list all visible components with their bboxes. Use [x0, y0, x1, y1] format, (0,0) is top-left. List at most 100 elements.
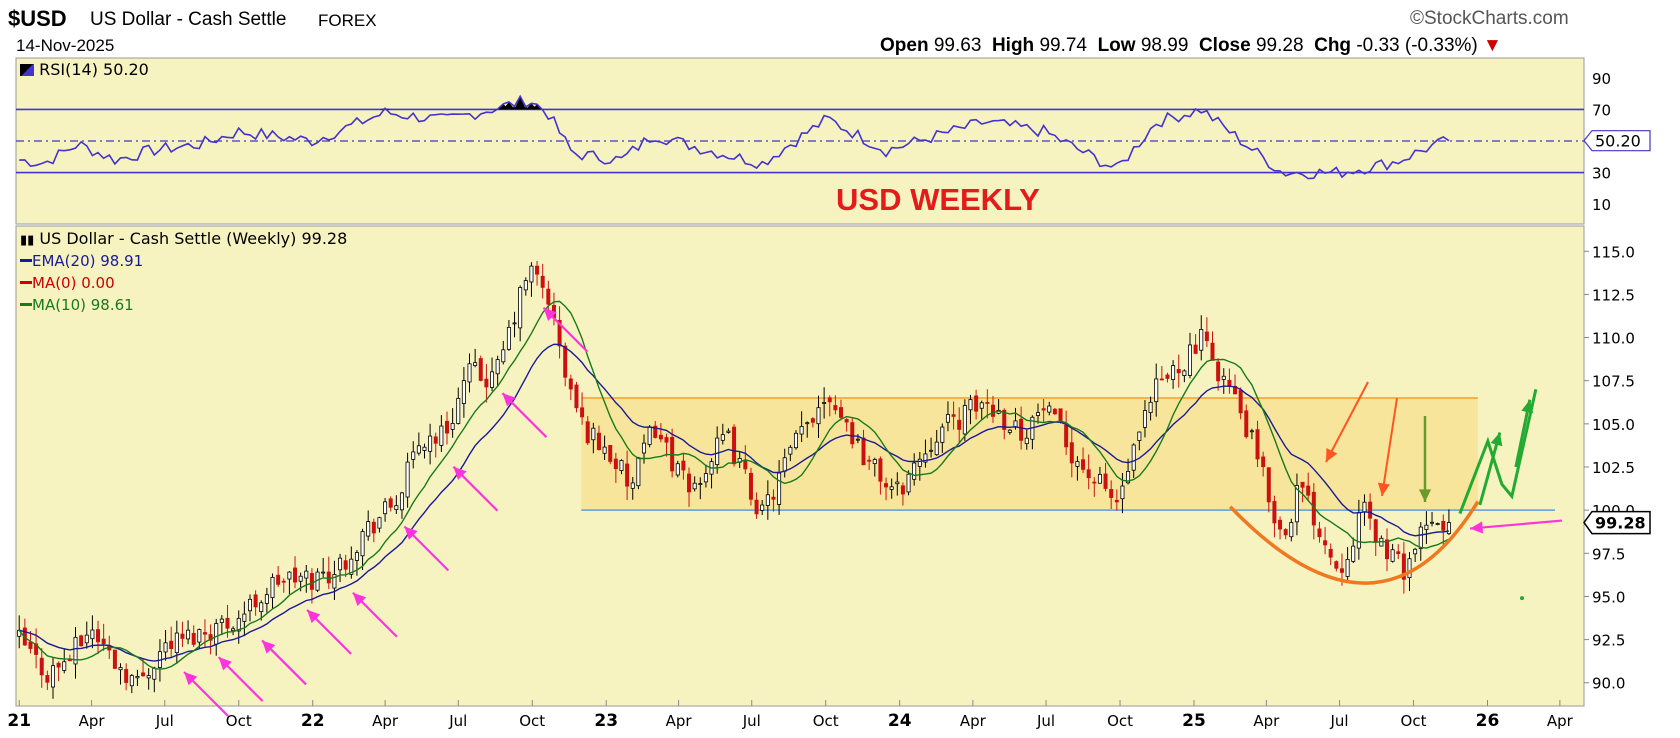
low-label: Low	[1097, 35, 1136, 56]
price-tick-label: 115.0	[1592, 243, 1635, 261]
ema-legend-text: EMA(20) 98.91	[32, 252, 144, 270]
candle-body	[450, 423, 455, 430]
candle-body	[1092, 481, 1097, 484]
candle-body	[478, 358, 483, 381]
candle-body	[349, 558, 354, 575]
x-tick-label: Apr	[1547, 712, 1574, 730]
price-tick-label: 92.5	[1592, 632, 1625, 650]
x-tick-label: Oct	[519, 712, 545, 730]
candle-body	[1216, 361, 1221, 382]
candle-body	[1362, 501, 1367, 513]
x-tick-label: 24	[888, 711, 912, 731]
high-value: 99.74	[1039, 35, 1087, 56]
candle-body	[512, 322, 517, 325]
candle-body	[1418, 526, 1423, 549]
rsi-legend: RSI(14) 50.20	[20, 60, 149, 79]
price-tick-label: 110.0	[1592, 330, 1635, 348]
candle-body	[529, 265, 534, 283]
candle-body	[141, 672, 146, 677]
candle-body	[1446, 522, 1451, 535]
rsi-value-tag: 50.20	[1583, 130, 1651, 152]
candle-body	[1131, 444, 1136, 471]
candle-body	[343, 560, 348, 570]
candle-body	[613, 458, 618, 470]
rsi-overbought-spike	[503, 101, 515, 110]
candle-body	[219, 618, 224, 623]
close-value: 99.28	[1255, 35, 1304, 56]
candle-body	[1401, 553, 1406, 580]
candle-body	[957, 419, 962, 430]
candle-body	[535, 265, 540, 275]
magenta-arrow-head	[352, 592, 367, 607]
ema-legend: EMA(20) 98.91	[20, 252, 143, 270]
candle-body	[96, 629, 101, 643]
candle-body	[490, 371, 495, 388]
x-tick-label: 25	[1182, 711, 1206, 731]
red-arrow-head	[1326, 448, 1338, 462]
x-tick-label: 21	[7, 711, 31, 731]
candle-body	[112, 649, 117, 669]
candle-body	[906, 473, 911, 493]
candle-body	[653, 425, 658, 438]
candle-body	[900, 485, 905, 495]
price-tick-label: 90.0	[1592, 675, 1625, 693]
x-tick-label: Jul	[155, 712, 174, 730]
candle-body	[439, 425, 444, 446]
candle-body	[979, 402, 984, 409]
candle-body	[90, 629, 95, 640]
candle-body	[1019, 418, 1024, 441]
candle-body	[1435, 523, 1440, 525]
candle-body	[225, 617, 230, 629]
candle-body	[1064, 424, 1069, 448]
candle-body	[827, 397, 832, 403]
rsi-tick-label: 10	[1592, 196, 1611, 214]
green-arrow-head	[1490, 432, 1503, 447]
candle-body	[580, 407, 585, 418]
candle-body	[1114, 499, 1119, 503]
candle-body	[45, 675, 50, 683]
candle-body	[1024, 437, 1029, 445]
brand-watermark[interactable]: ©StockCharts.com	[1410, 8, 1569, 29]
candle-body	[1204, 331, 1209, 342]
rsi-tick-label: 90	[1592, 70, 1611, 88]
svg-text:99.28: 99.28	[1595, 514, 1646, 533]
candle-body	[518, 287, 523, 329]
candlestick-icon: ▮▮	[20, 233, 35, 248]
x-tick-label: Oct	[813, 712, 839, 730]
candle-body	[748, 472, 753, 500]
magenta-arrow-head	[307, 609, 321, 624]
candle-body	[962, 405, 967, 435]
x-tick-label: Jul	[448, 712, 467, 730]
open-value: 99.63	[933, 35, 982, 56]
ma10-legend: MA(10) 98.61	[20, 296, 134, 314]
candle-body	[399, 492, 404, 511]
candle-body	[1356, 512, 1361, 549]
candle-body	[1148, 401, 1153, 414]
candle-body	[371, 521, 376, 534]
candle-body	[506, 326, 511, 350]
candle-body	[383, 501, 388, 515]
price-tick-label: 112.5	[1592, 286, 1635, 304]
candle-body	[777, 472, 782, 505]
price-tick-label: 107.5	[1592, 373, 1635, 391]
candle-body	[1002, 409, 1007, 430]
candle-body	[833, 405, 838, 411]
candle-body	[647, 426, 652, 445]
candle-body	[1306, 485, 1311, 496]
candle-body	[895, 481, 900, 485]
candle-body	[1368, 501, 1373, 519]
candle-body	[428, 435, 433, 452]
candle-body	[129, 675, 134, 687]
candle-body	[805, 422, 810, 425]
magenta-arrow-head	[404, 526, 418, 540]
candle-body	[1052, 408, 1057, 415]
candle-body	[1075, 461, 1080, 467]
candle-body	[557, 319, 562, 347]
chart-annotation-title: USD WEEKLY	[836, 182, 1040, 217]
candle-body	[917, 458, 922, 467]
candle-body	[84, 634, 89, 644]
candle-body	[720, 434, 725, 441]
candle-body	[1289, 522, 1294, 538]
candle-body	[591, 427, 596, 441]
ma10-legend-text: MA(10) 98.61	[32, 296, 134, 314]
